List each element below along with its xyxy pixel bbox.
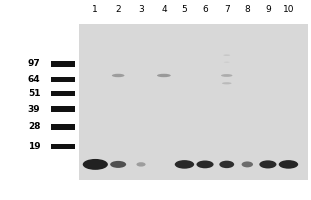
Ellipse shape bbox=[242, 161, 253, 167]
Bar bbox=[51, 124, 75, 130]
Bar bbox=[51, 91, 75, 96]
Text: 2: 2 bbox=[115, 5, 121, 14]
Ellipse shape bbox=[110, 161, 126, 168]
Text: 28: 28 bbox=[28, 122, 40, 131]
Bar bbox=[51, 77, 75, 82]
Bar bbox=[51, 106, 75, 112]
Text: 9: 9 bbox=[265, 5, 271, 14]
Ellipse shape bbox=[175, 160, 194, 169]
Ellipse shape bbox=[279, 160, 298, 169]
Text: 4: 4 bbox=[161, 5, 167, 14]
Text: 6: 6 bbox=[202, 5, 208, 14]
Bar bbox=[51, 61, 75, 67]
Ellipse shape bbox=[221, 74, 232, 77]
Text: 39: 39 bbox=[28, 105, 40, 114]
Ellipse shape bbox=[83, 159, 108, 170]
Ellipse shape bbox=[224, 62, 230, 63]
Bar bbox=[51, 144, 75, 149]
Ellipse shape bbox=[137, 162, 146, 167]
Ellipse shape bbox=[112, 74, 124, 77]
Text: 10: 10 bbox=[283, 5, 294, 14]
Bar bbox=[79, 24, 308, 180]
Text: 19: 19 bbox=[28, 142, 40, 151]
Ellipse shape bbox=[157, 74, 171, 77]
Ellipse shape bbox=[197, 160, 214, 168]
Text: 64: 64 bbox=[28, 75, 40, 84]
Text: 3: 3 bbox=[138, 5, 144, 14]
Text: 7: 7 bbox=[224, 5, 230, 14]
Text: 51: 51 bbox=[28, 89, 40, 98]
Ellipse shape bbox=[222, 82, 232, 84]
Text: 8: 8 bbox=[244, 5, 250, 14]
Ellipse shape bbox=[259, 160, 276, 168]
Text: 1: 1 bbox=[92, 5, 98, 14]
Text: 97: 97 bbox=[28, 59, 40, 68]
Ellipse shape bbox=[223, 54, 230, 56]
Text: 5: 5 bbox=[182, 5, 187, 14]
Ellipse shape bbox=[219, 161, 234, 168]
